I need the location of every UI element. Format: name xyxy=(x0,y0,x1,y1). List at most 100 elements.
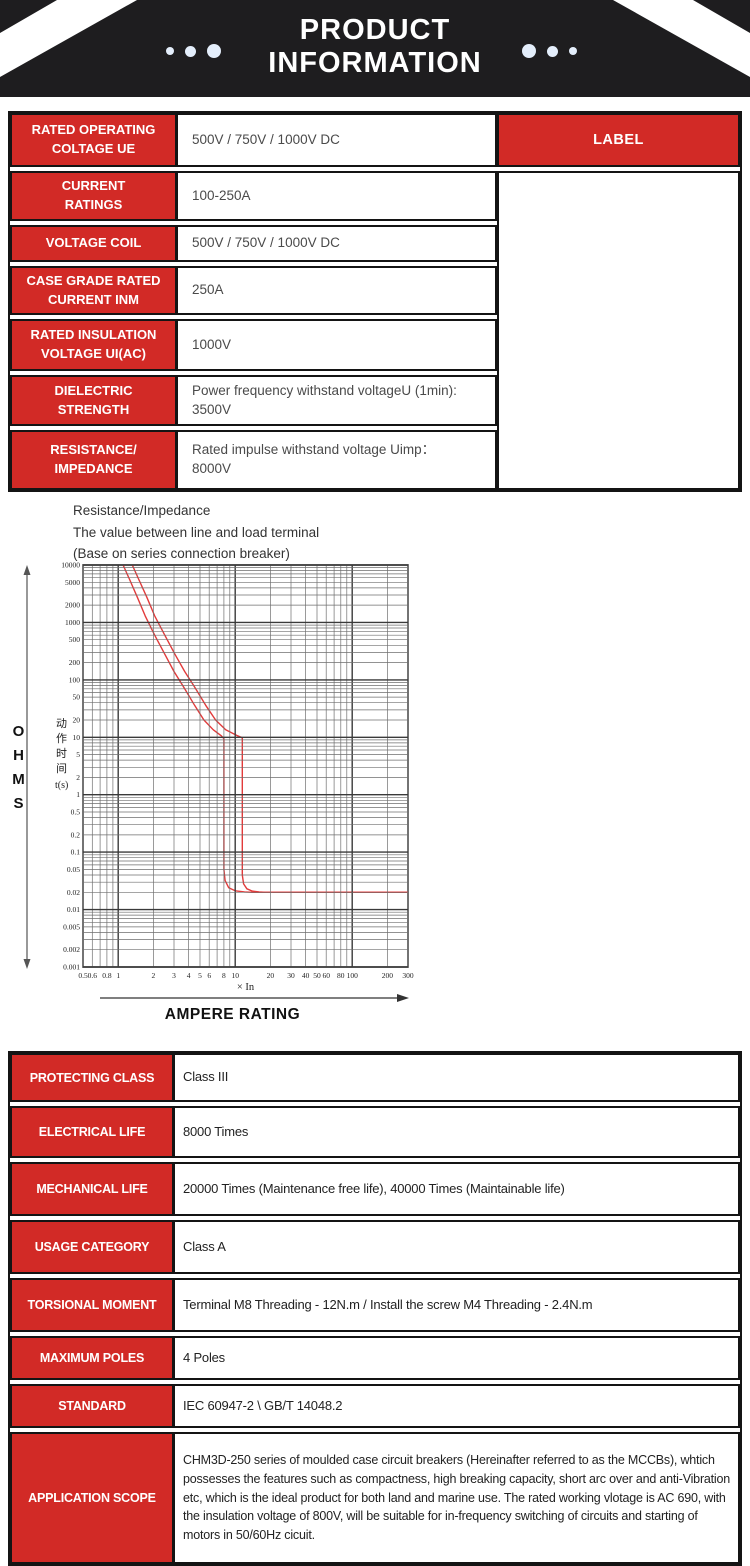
ohms-axis-label: OHMS xyxy=(12,723,25,812)
svg-text:4: 4 xyxy=(187,971,191,980)
arrow-right-icon xyxy=(397,994,409,1002)
svg-text:1: 1 xyxy=(76,790,80,799)
row-label: RATED OPERATING COLTAGE UE xyxy=(12,115,178,165)
svg-text:2: 2 xyxy=(152,971,156,980)
row-label: CASE GRADE RATED CURRENT INM xyxy=(12,268,178,313)
svg-text:50: 50 xyxy=(73,693,81,702)
svg-text:200: 200 xyxy=(382,971,394,980)
decorative-dots-left xyxy=(166,44,221,58)
row-value: 500V / 750V / 1000V DC xyxy=(192,235,340,251)
dot-icon xyxy=(522,44,536,58)
upper-limit-trip-curve xyxy=(131,564,408,893)
dot-icon xyxy=(569,47,577,55)
svg-text:0.5: 0.5 xyxy=(78,971,88,980)
decorative-dots-right xyxy=(522,44,577,58)
svg-text:0.6: 0.6 xyxy=(88,971,98,980)
svg-text:0.02: 0.02 xyxy=(67,888,80,897)
svg-text:0.002: 0.002 xyxy=(63,945,80,954)
row-label: MECHANICAL LIFE xyxy=(12,1164,175,1214)
row-label: CURRENT RATINGS xyxy=(12,173,178,219)
table-row: VOLTAGE COIL 500V / 750V / 1000V DC xyxy=(10,225,497,262)
table-row: PROTECTING CLASS Class III xyxy=(10,1053,740,1102)
svg-text:40: 40 xyxy=(302,971,310,980)
row-value: Rated impulse withstand voltage Uimp： 80… xyxy=(192,442,436,476)
svg-text:10000: 10000 xyxy=(61,561,80,570)
table-row: MECHANICAL LIFE 20000 Times (Maintenance… xyxy=(10,1162,740,1216)
table-row: RATED INSULATION VOLTAGE UI(AC) 1000V xyxy=(10,319,497,371)
arrow-down-icon xyxy=(23,959,31,969)
label-column: LABEL xyxy=(497,113,740,490)
row-value: Class III xyxy=(183,1069,229,1085)
dot-icon xyxy=(185,45,196,57)
dot-icon xyxy=(207,44,221,58)
svg-text:0.1: 0.1 xyxy=(71,848,81,857)
row-label: DIELECTRIC STRENGTH xyxy=(12,377,178,424)
row-value: 250A xyxy=(192,282,224,298)
svg-text:50: 50 xyxy=(313,971,321,980)
svg-text:100: 100 xyxy=(69,675,81,684)
row-value: 20000 Times (Maintenance free life), 400… xyxy=(183,1180,565,1196)
svg-text:60: 60 xyxy=(322,971,330,980)
page-title-line1: PRODUCT xyxy=(299,14,451,46)
svg-text:5: 5 xyxy=(198,971,202,980)
row-value: Terminal M8 Threading - 12N.m / Install … xyxy=(183,1296,593,1312)
row-label: PROTECTING CLASS xyxy=(12,1055,175,1100)
row-label: STANDARD xyxy=(12,1386,175,1426)
chart-heading-line3: (Base on series connection breaker) xyxy=(73,546,290,561)
row-value: IEC 60947-2 \ GB/T 14048.2 xyxy=(183,1397,343,1413)
row-value: Power frequency withstand voltageU (1min… xyxy=(192,382,457,417)
ampere-rating-label: AMPERE RATING xyxy=(164,1006,301,1023)
svg-text:300: 300 xyxy=(402,971,414,980)
svg-text:10: 10 xyxy=(231,971,239,980)
svg-text:0.8: 0.8 xyxy=(102,971,112,980)
row-label: RESISTANCE/ IMPEDANCE xyxy=(12,432,178,488)
label-image-placeholder xyxy=(497,171,740,490)
page-title: PRODUCT INFORMATION xyxy=(0,14,750,80)
dot-icon xyxy=(547,45,558,57)
svg-text:0.2: 0.2 xyxy=(71,830,81,839)
svg-text:0.01: 0.01 xyxy=(67,905,80,914)
svg-text:30: 30 xyxy=(287,971,295,980)
chart-heading-line2: The value between line and load terminal xyxy=(73,524,320,540)
page-title-line2: INFORMATION xyxy=(268,47,482,79)
table-row: TORSIONAL MOMENT Terminal M8 Threading -… xyxy=(10,1278,740,1332)
svg-text:20: 20 xyxy=(73,716,81,725)
spec-table: RATED OPERATING COLTAGE UE 500V / 750V /… xyxy=(8,111,742,492)
tick-labels: 0.5 0.6 0.8 1 2 3 4 5 6 8 10 20 30 40 50 60 80 100 200 3001… xyxy=(61,561,414,981)
table-row: STANDARD IEC 60947-2 \ GB/T 14048.2 xyxy=(10,1384,740,1428)
x-axis-unit: × In xyxy=(236,982,255,993)
row-label: RATED INSULATION VOLTAGE UI(AC) xyxy=(12,321,178,369)
chart-plot: 0.5 0.6 0.8 1 2 3 4 5 6 8 10 20 30 40 50 60 80 100 200 3001… xyxy=(23,561,414,1002)
svg-text:500: 500 xyxy=(69,635,81,644)
svg-text:1: 1 xyxy=(116,971,120,980)
svg-text:8: 8 xyxy=(222,971,226,980)
row-value: 500V / 750V / 1000V DC xyxy=(192,131,340,147)
table-row: MAXIMUM POLES 4 Poles xyxy=(10,1336,740,1380)
row-label: VOLTAGE COIL xyxy=(12,227,178,260)
table-row: CASE GRADE RATED CURRENT INM 250A xyxy=(10,266,497,315)
arrow-up-icon xyxy=(23,565,31,575)
y-axis-label: 动作时间 t(s) xyxy=(55,717,68,793)
spec-table-rows: RATED OPERATING COLTAGE UE 500V / 750V /… xyxy=(10,113,497,490)
table-row: APPLICATION SCOPE CHM3D-250 series of mo… xyxy=(10,1432,740,1564)
svg-text:6: 6 xyxy=(207,971,211,980)
svg-text:0.05: 0.05 xyxy=(67,865,80,874)
row-value: 100-250A xyxy=(192,187,251,203)
chart-heading-line1: Resistance/Impedance xyxy=(73,503,211,518)
svg-text:5000: 5000 xyxy=(65,578,80,587)
row-value: 8000 Times xyxy=(183,1123,249,1139)
grid xyxy=(82,564,409,968)
row-label: USAGE CATEGORY xyxy=(12,1222,175,1272)
row-value: Class A xyxy=(183,1238,226,1254)
table-row: RESISTANCE/ IMPEDANCE Rated impulse with… xyxy=(10,430,497,490)
chart-heading: Resistance/Impedance The value between l… xyxy=(73,500,319,565)
dot-icon xyxy=(166,47,174,55)
row-value: CHM3D-250 series of moulded case circuit… xyxy=(183,1453,731,1543)
svg-text:3: 3 xyxy=(172,971,176,980)
svg-text:1000: 1000 xyxy=(65,618,80,627)
banner: PRODUCT INFORMATION xyxy=(0,0,750,97)
svg-text:2000: 2000 xyxy=(65,601,80,610)
table-row: ELECTRICAL LIFE 8000 Times xyxy=(10,1106,740,1158)
row-value: 4 Poles xyxy=(183,1349,225,1365)
